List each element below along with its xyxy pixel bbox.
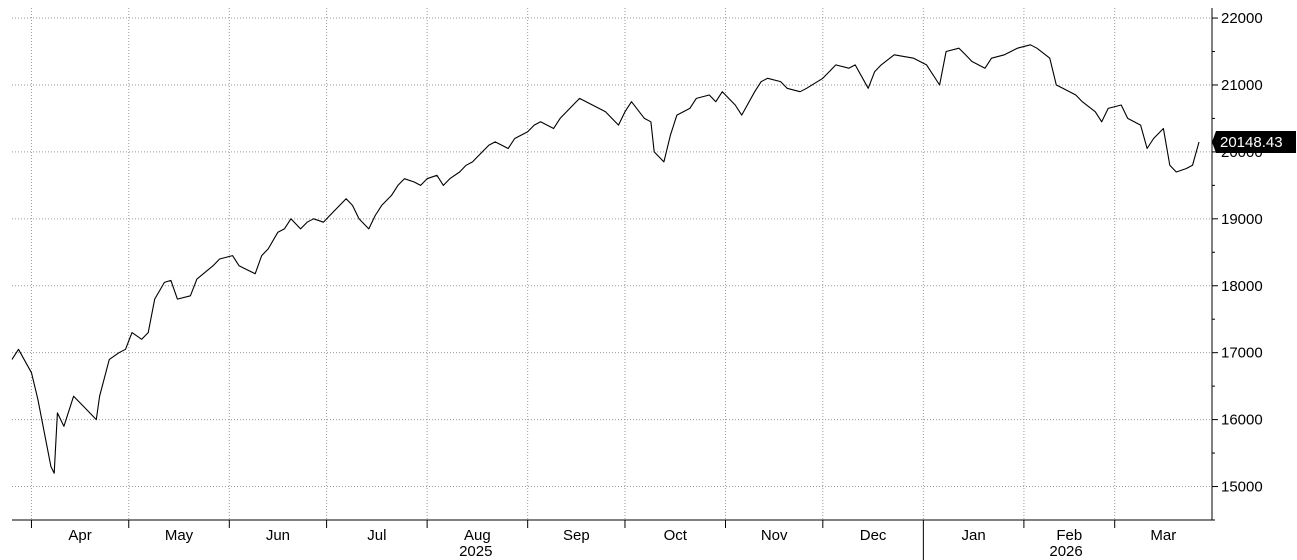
x-tick-label: Jan (962, 527, 986, 544)
last-value-badge (1212, 130, 1296, 153)
series-line (11, 44, 1200, 474)
y-tick-label: 21000 (1221, 77, 1263, 94)
x-tick-label: Feb (1056, 527, 1082, 544)
y-tick-label: 17000 (1221, 345, 1263, 362)
x-tick-label: Nov (761, 527, 788, 544)
tick-labels: 1500016000170001800019000200002100022000… (68, 10, 1296, 560)
series (11, 44, 1200, 474)
y-tick-label: 19000 (1221, 211, 1263, 228)
last-value-label: 20148.43 (1220, 134, 1283, 151)
y-tick-label: 22000 (1221, 10, 1263, 27)
x-tick-label: Aug (464, 527, 491, 544)
x-tick-label: Apr (68, 527, 91, 544)
x-tick-label: Jul (367, 527, 386, 544)
gridlines (12, 8, 1212, 520)
axes (12, 8, 1218, 560)
x-tick-label: Mar (1150, 527, 1176, 544)
x-tick-label: Jun (266, 527, 290, 544)
x-tick-label: Dec (860, 527, 887, 544)
x-tick-label: May (165, 527, 194, 544)
year-label: 2025 (459, 543, 492, 560)
x-tick-label: Oct (664, 527, 688, 544)
y-tick-label: 15000 (1221, 479, 1263, 496)
year-label: 2026 (1049, 543, 1082, 560)
y-tick-label: 18000 (1221, 278, 1263, 295)
x-tick-label: Sep (563, 527, 590, 544)
y-tick-label: 16000 (1221, 412, 1263, 429)
